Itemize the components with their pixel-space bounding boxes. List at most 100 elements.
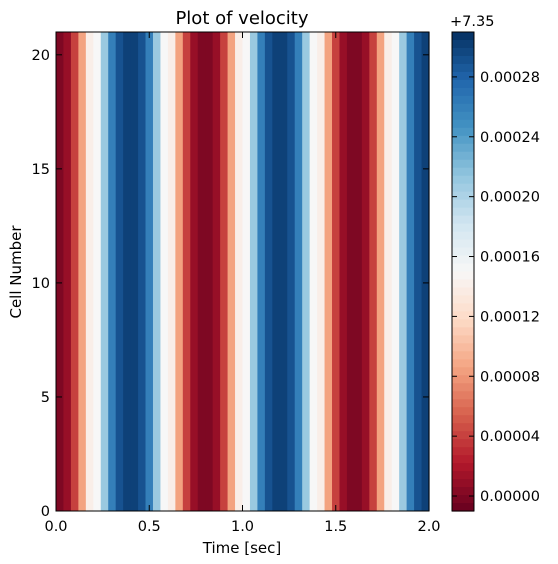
colorbar-segment — [452, 55, 474, 65]
colorbar-segment — [452, 447, 474, 456]
heatmap-column — [130, 32, 139, 511]
heatmap-column — [309, 32, 318, 511]
heatmap-column — [294, 32, 303, 511]
colorbar-segment — [452, 391, 474, 400]
colorbar-segment — [452, 79, 474, 89]
heatmap-column — [138, 32, 147, 511]
colorbar-segment — [452, 47, 474, 57]
heatmap-column — [205, 32, 214, 511]
heatmap-column — [324, 32, 333, 511]
heatmap-column — [70, 32, 79, 511]
heatmap-column — [100, 32, 109, 511]
colorbar-segment — [452, 159, 474, 169]
colorbar-segment — [452, 32, 474, 41]
colorbar-segment — [452, 327, 474, 336]
colorbar-segment — [452, 343, 474, 352]
heatmap-column — [384, 32, 393, 511]
heatmap-column — [369, 32, 378, 511]
y-axis-label: Cell Number — [7, 225, 25, 319]
colorbar-segment — [452, 399, 474, 408]
heatmap-column — [152, 32, 162, 511]
colorbar-segment — [452, 471, 474, 480]
colorbar-segment — [452, 183, 474, 193]
colorbar-segment — [452, 255, 474, 265]
colorbar-segment — [452, 151, 474, 161]
heatmap-column — [406, 32, 415, 511]
colorbar-tick-label: 0.00020 — [480, 190, 540, 206]
colorbar-segment — [452, 111, 474, 121]
x-tick-label: 1.5 — [324, 519, 347, 535]
colorbar-segment — [452, 71, 474, 81]
colorbar-segment — [452, 143, 474, 153]
colorbar-segment — [452, 495, 474, 504]
y-axis-ticks: 0 5 10 15 20 — [32, 48, 429, 520]
colorbar-segment — [452, 487, 474, 496]
colorbar-segment — [452, 415, 474, 424]
heatmap-column — [302, 32, 311, 511]
colorbar-ticks: 0.00000 0.00004 0.00008 0.00012 0.00016 0.000… — [452, 70, 540, 505]
colorbar-segment — [452, 63, 474, 73]
colorbar-segment — [452, 423, 474, 432]
colorbar-segment — [452, 103, 474, 113]
colorbar-segment — [452, 135, 474, 145]
colorbar-segment — [452, 231, 474, 241]
heatmap-column — [115, 32, 124, 511]
colorbar-segment — [452, 375, 474, 384]
colorbar-segment — [452, 367, 474, 376]
colorbar-segment — [452, 455, 474, 464]
heatmap-column — [317, 32, 326, 511]
y-tick-label: 20 — [32, 48, 50, 64]
heatmap-column — [175, 32, 184, 511]
colorbar-tick-label: 0.00024 — [480, 130, 540, 146]
heatmap-column — [197, 32, 206, 511]
heatmap-column — [93, 32, 102, 511]
heatmap-column — [235, 32, 244, 511]
heatmap-column — [361, 32, 370, 511]
x-axis-label: Time [sec] — [202, 539, 281, 557]
heatmap-column — [63, 32, 72, 511]
colorbar-tick-label: 0.00012 — [480, 309, 540, 325]
heatmap-column — [85, 32, 94, 511]
x-axis-ticks: 0.0 0.5 1.0 1.5 2.0 — [44, 32, 441, 535]
heatmap-column — [257, 32, 266, 511]
heatmap-column — [78, 32, 87, 511]
colorbar-offset-label: +7.35 — [450, 14, 494, 30]
heatmap-column — [346, 32, 355, 511]
colorbar-segment — [452, 263, 474, 273]
heatmap-column — [376, 32, 385, 511]
colorbar-segment — [452, 503, 474, 512]
colorbar-segment — [452, 95, 474, 105]
colorbar-segment — [452, 319, 474, 328]
heatmap-column — [421, 32, 430, 511]
colorbar-segment — [452, 127, 474, 137]
colorbar-segment — [452, 199, 474, 209]
x-tick-label: 0.0 — [44, 519, 67, 535]
colorbar-tick-label: 0.00008 — [480, 369, 540, 385]
heatmap-column — [399, 32, 408, 511]
colorbar-segment — [452, 351, 474, 360]
heatmap-column — [264, 32, 273, 511]
heatmap-column — [212, 32, 221, 511]
heatmap-column — [160, 32, 169, 511]
colorbar-segment — [452, 207, 474, 217]
x-tick-label: 2.0 — [417, 519, 440, 535]
heatmap-column — [190, 32, 199, 511]
heatmap-column — [391, 32, 400, 511]
colorbar-tick-label: 0.00000 — [480, 489, 540, 505]
heatmap-column — [287, 32, 296, 511]
colorbar-tick-label: 0.00004 — [480, 429, 540, 445]
colorbar-segment — [452, 271, 474, 281]
heatmap-column — [123, 32, 132, 511]
heatmap-column — [272, 32, 281, 511]
heatmap-column — [332, 32, 341, 511]
x-tick-label: 1.0 — [231, 519, 254, 535]
colorbar-tick-label: 0.00028 — [480, 70, 540, 86]
colorbar-segment — [452, 295, 474, 305]
colorbar-segment — [452, 463, 474, 472]
colorbar-segment — [452, 247, 474, 257]
heatmap-column — [227, 32, 236, 511]
colorbar-segment — [452, 303, 474, 313]
colorbar-segment — [452, 439, 474, 448]
heatmap-column — [182, 32, 191, 511]
y-tick-label: 10 — [32, 276, 50, 292]
